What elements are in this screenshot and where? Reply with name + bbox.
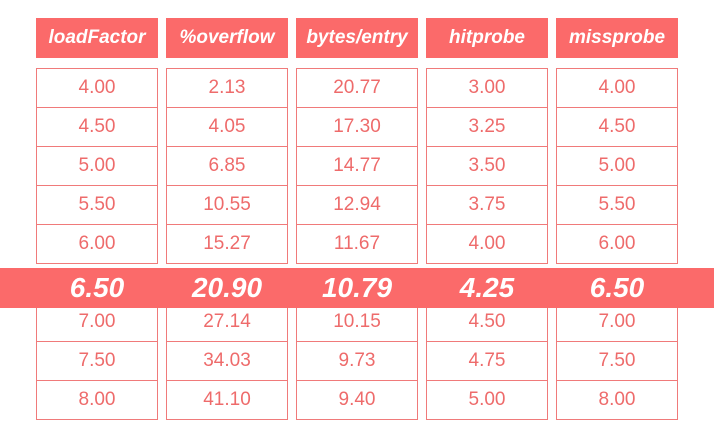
- table-cell: 5.00: [36, 146, 158, 186]
- column-cells: 4.00 4.50 5.00 5.50 6.00 7.00 7.50 8.00: [36, 68, 158, 420]
- highlight-cell-hitprobe: 4.25: [459, 272, 515, 303]
- table-cell: 6.00: [556, 224, 678, 264]
- table-cell: 6.85: [166, 146, 288, 186]
- table-cell: 5.50: [556, 185, 678, 225]
- header-bytes-entry: bytes/entry: [296, 18, 418, 58]
- column-cells: 3.00 3.25 3.50 3.75 4.00 4.50 4.75 5.00: [426, 68, 548, 420]
- table-cell: 5.00: [426, 380, 548, 420]
- table-cell: 20.77: [296, 68, 418, 108]
- table-cell: 5.50: [36, 185, 158, 225]
- column-cells: 2.13 4.05 6.85 10.55 15.27 27.14 34.03 4…: [166, 68, 288, 420]
- table-cell: 12.94: [296, 185, 418, 225]
- table-cell: 3.75: [426, 185, 548, 225]
- table-cell: 4.75: [426, 341, 548, 381]
- table-cell: 2.13: [166, 68, 288, 108]
- highlight-row-band: 6.50 20.90 10.79 4.25 6.50: [0, 268, 714, 308]
- table-cell: 15.27: [166, 224, 288, 264]
- table-cell: 34.03: [166, 341, 288, 381]
- table-cell: 7.50: [36, 341, 158, 381]
- header-loadfactor: loadFactor: [36, 18, 158, 58]
- table-cell: 4.00: [36, 68, 158, 108]
- table-cell: 7.00: [36, 302, 158, 342]
- table-cell: 7.50: [556, 341, 678, 381]
- table-cell: 3.00: [426, 68, 548, 108]
- table-cell: 9.40: [296, 380, 418, 420]
- table-cell: 8.00: [36, 380, 158, 420]
- highlight-cell-overflow: 20.90: [191, 272, 263, 303]
- table-cell: 4.00: [556, 68, 678, 108]
- table-cell: 17.30: [296, 107, 418, 147]
- column-overflow: %overflow 2.13 4.05 6.85 10.55 15.27 27.…: [166, 18, 288, 420]
- table-cell: 8.00: [556, 380, 678, 420]
- column-loadfactor: loadFactor 4.00 4.50 5.00 5.50 6.00 7.00…: [36, 18, 158, 420]
- header-hitprobe: hitprobe: [426, 18, 548, 58]
- table-cell: 5.00: [556, 146, 678, 186]
- table-cell: 11.67: [296, 224, 418, 264]
- column-missprobe: missprobe 4.00 4.50 5.00 5.50 6.00 7.00 …: [556, 18, 678, 420]
- table-cell: 10.55: [166, 185, 288, 225]
- table-cell: 3.25: [426, 107, 548, 147]
- table-cell: 7.00: [556, 302, 678, 342]
- header-missprobe: missprobe: [556, 18, 678, 58]
- column-cells: 4.00 4.50 5.00 5.50 6.00 7.00 7.50 8.00: [556, 68, 678, 420]
- highlight-cell-bytes-entry: 10.79: [321, 272, 393, 303]
- table-cell: 6.00: [36, 224, 158, 264]
- table-cell: 9.73: [296, 341, 418, 381]
- highlight-cell-loadfactor: 6.50: [69, 272, 125, 303]
- table-cell: 4.50: [556, 107, 678, 147]
- table-cell: 10.15: [296, 302, 418, 342]
- table-cell: 14.77: [296, 146, 418, 186]
- table-cell: 4.50: [426, 302, 548, 342]
- column-hitprobe: hitprobe 3.00 3.25 3.50 3.75 4.00 4.50 4…: [426, 18, 548, 420]
- table-cell: 3.50: [426, 146, 548, 186]
- column-bytes-entry: bytes/entry 20.77 17.30 14.77 12.94 11.6…: [296, 18, 418, 420]
- table-cell: 4.50: [36, 107, 158, 147]
- header-overflow: %overflow: [166, 18, 288, 58]
- table-cell: 4.05: [166, 107, 288, 147]
- highlight-cell-missprobe: 6.50: [589, 272, 645, 303]
- column-cells: 20.77 17.30 14.77 12.94 11.67 10.15 9.73…: [296, 68, 418, 420]
- table-cell: 41.10: [166, 380, 288, 420]
- table-cell: 4.00: [426, 224, 548, 264]
- table-cell: 27.14: [166, 302, 288, 342]
